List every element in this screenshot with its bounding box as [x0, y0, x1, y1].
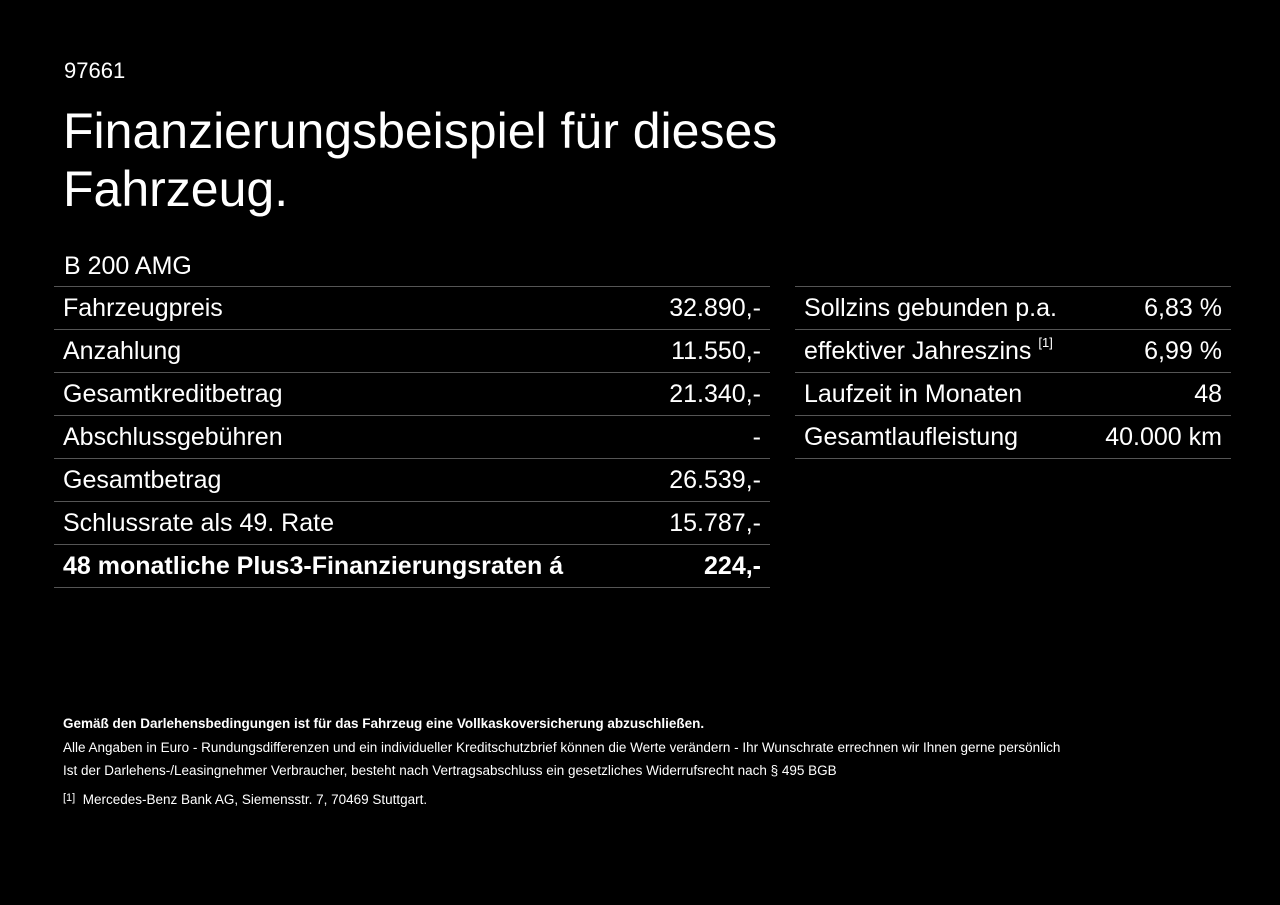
label: Gesamtlaufleistung	[795, 415, 1087, 459]
label-text: Fahrzeugpreis	[63, 293, 223, 322]
value: 48	[1086, 372, 1231, 416]
note: Alle Angaben in Euro - Rundungsdifferenz…	[63, 740, 1061, 755]
label-text: Sollzins gebunden p.a.	[804, 293, 1057, 322]
id: 97661	[64, 58, 126, 83]
label-text: Gesamtbetrag	[63, 465, 222, 494]
label-text: Abschlussgebühren	[63, 422, 283, 451]
label: Anzahlung	[54, 329, 645, 373]
value: 224,-	[644, 544, 770, 588]
label-text: Gesamtlaufleistung	[804, 422, 1019, 451]
value: 21.340,-	[644, 372, 770, 416]
label: Sollzins gebunden p.a.	[795, 286, 1087, 330]
title: Finanzierungsbeispiel für dieses Fahrzeug…	[63, 102, 777, 218]
label-text: Gesamtkreditbetrag	[63, 379, 283, 408]
value: 6,83 %	[1086, 286, 1231, 330]
right-table: Sollzins gebunden p.a. 6,83 % effektiver J…	[795, 286, 1231, 459]
title-line: Finanzierungsbeispiel für dieses	[63, 103, 778, 159]
label: Laufzeit in Monaten	[795, 372, 1087, 416]
label: Gesamtbetrag	[54, 458, 645, 502]
label: Gesamtkreditbetrag	[54, 372, 645, 416]
row: 48 monatliche Plus3-Finanzierungsraten á…	[54, 544, 770, 588]
label-text: Laufzeit in Monaten	[804, 379, 1023, 408]
footnote-marker: [1]	[63, 792, 76, 804]
label-text: effektiver Jahreszins	[804, 336, 1032, 365]
label: Schlussrate als 49. Rate	[54, 501, 645, 545]
row: Fahrzeugpreis 32.890,-	[54, 286, 770, 330]
row: Gesamtbetrag 26.539,-	[54, 458, 770, 502]
row: Anzahlung 11.550,-	[54, 329, 770, 373]
value: 32.890,-	[644, 286, 770, 330]
title-line: Fahrzeug.	[63, 161, 289, 217]
label: Abschlussgebühren	[54, 415, 645, 459]
footnote-ref: [1]	[1038, 334, 1053, 350]
row: Laufzeit in Monaten 48	[795, 372, 1231, 416]
value: 26.539,-	[644, 458, 770, 502]
value: -	[644, 415, 770, 459]
label-text: 48 monatliche Plus3-Finanzierungsraten á	[63, 551, 564, 580]
row: effektiver Jahreszins [1] 6,99 %	[795, 329, 1231, 373]
footnote-text: Mercedes-Benz Bank AG, Siemensstr. 7, 70…	[82, 792, 428, 807]
footnote: [1] Mercedes-Benz Bank AG, Siemensstr. 7…	[63, 792, 427, 807]
label-text: Anzahlung	[63, 336, 182, 365]
row: Gesamtlaufleistung 40.000 km	[795, 415, 1231, 459]
label: 48 monatliche Plus3-Finanzierungsraten á	[54, 544, 645, 588]
value: 6,99 %	[1086, 329, 1231, 373]
left-table: Fahrzeugpreis 32.890,- Anzahlung 11.550,- Ge…	[54, 286, 770, 588]
label-text: Schlussrate als 49. Rate	[63, 508, 334, 537]
value: 40.000 km	[1086, 415, 1231, 459]
row: Abschlussgebühren -	[54, 415, 770, 459]
model: B 200 AMG	[64, 252, 192, 280]
note: Gemäß den Darlehensbedingungen ist für d…	[63, 716, 705, 731]
value: 11.550,-	[644, 329, 770, 373]
label: Fahrzeugpreis	[54, 286, 645, 330]
row: Sollzins gebunden p.a. 6,83 %	[795, 286, 1231, 330]
row: Gesamtkreditbetrag 21.340,-	[54, 372, 770, 416]
row: Schlussrate als 49. Rate 15.787,-	[54, 501, 770, 545]
value: 15.787,-	[644, 501, 770, 545]
note: Ist der Darlehens-/Leasingnehmer Verbrau…	[63, 763, 837, 778]
label: effektiver Jahreszins [1]	[795, 329, 1087, 373]
